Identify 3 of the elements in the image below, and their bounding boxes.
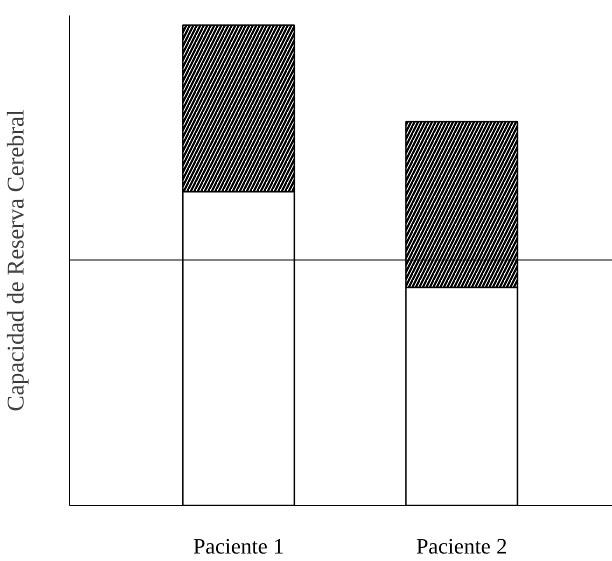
x-tick-label: Paciente 1 bbox=[193, 534, 284, 558]
x-tick-label: Paciente 2 bbox=[416, 534, 508, 558]
y-axis-title: Capacidad de Reserva Cerebral bbox=[4, 109, 30, 412]
